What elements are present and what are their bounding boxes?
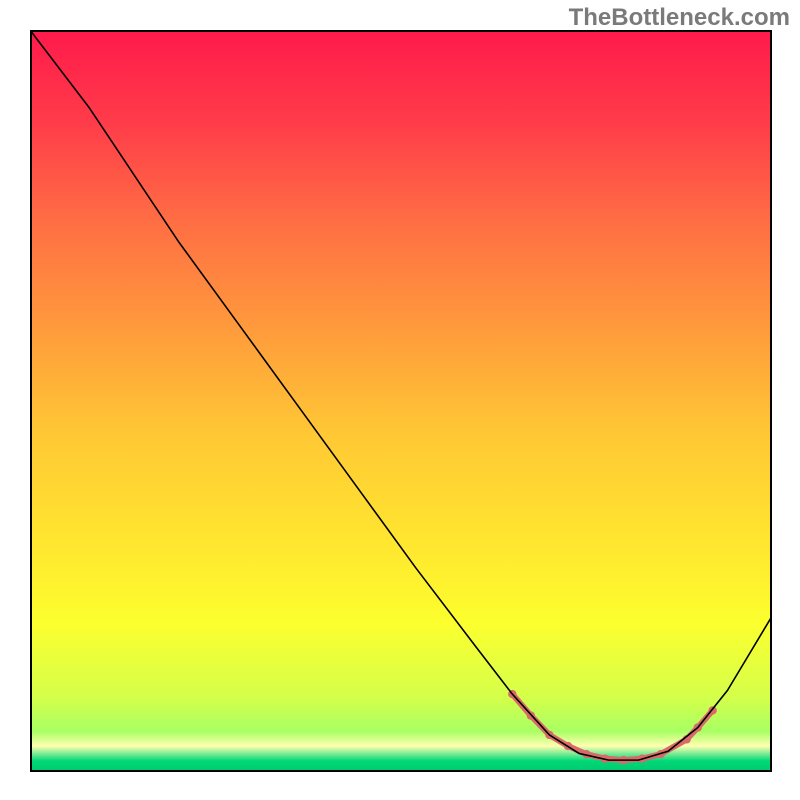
chart-root: TheBottleneck.com [0,0,800,800]
chart-svg [30,30,772,772]
plot-area [30,30,772,772]
gradient-background [30,30,772,772]
watermark-text: TheBottleneck.com [569,4,790,32]
